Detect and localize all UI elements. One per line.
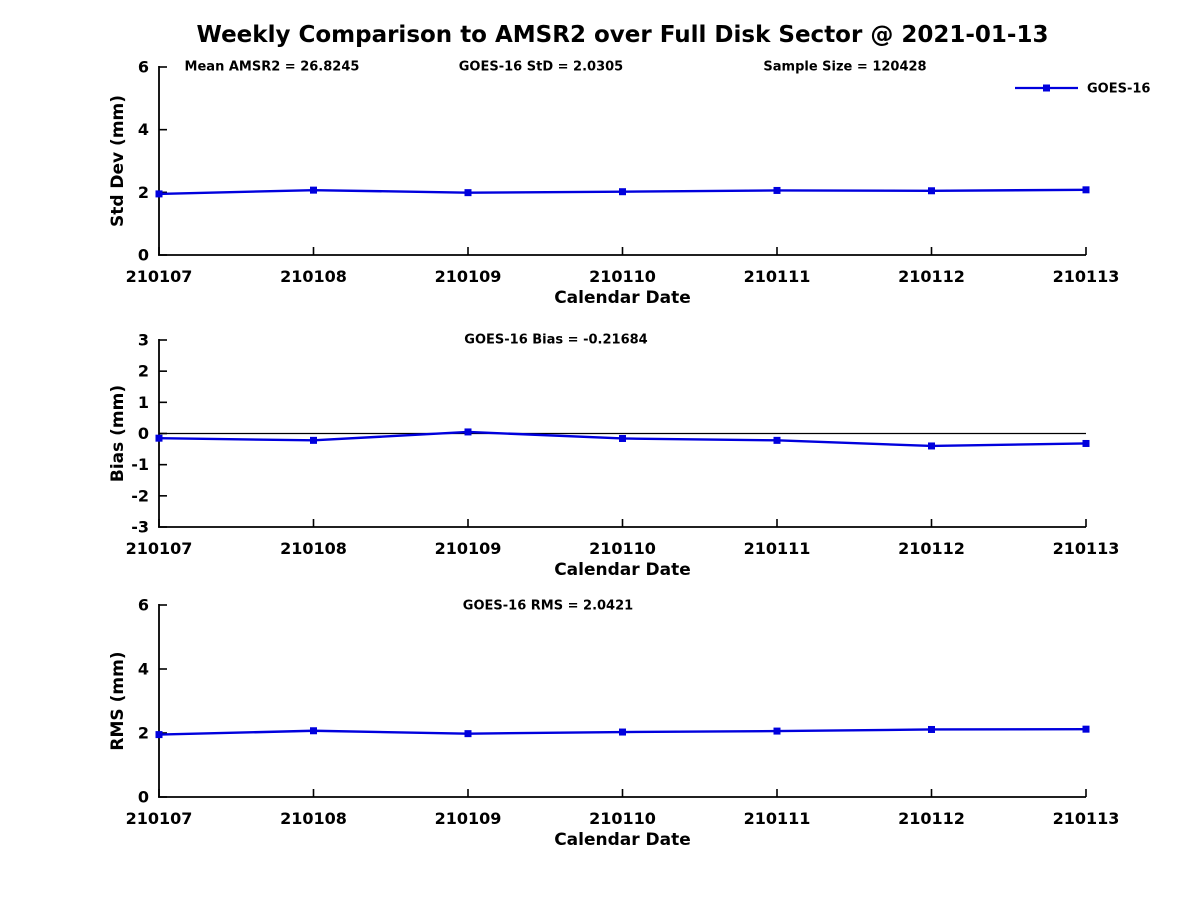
y-axis-title: Bias (mm) [108,385,128,482]
y-axis-title: Std Dev (mm) [108,95,128,227]
x-tick-label: 210112 [898,809,965,828]
data-point-marker [310,436,317,444]
stat-annotation: Sample Size = 120428 [763,60,926,75]
y-tick-label: 3 [138,331,149,350]
subplot-std-dev: 0 2 4 6 210107 210108 210109 210110 210111 210112… [108,58,1119,309]
stat-annotation: GOES-16 StD = 2.0305 [459,60,623,75]
y-tick-label: 4 [138,660,149,679]
data-point-marker [928,725,935,733]
y-tick-label: 2 [138,724,149,743]
x-tick-label: 210110 [589,809,656,828]
x-tick-label: 210109 [435,539,502,558]
data-point-marker [773,436,781,444]
x-tick-label: 210107 [126,809,193,828]
x-tick-label: 210108 [280,267,347,286]
y-tick-label: 2 [138,362,149,381]
y-tick-label: 0 [138,788,149,807]
y-tick-label: 4 [138,120,149,139]
x-tick-label: 210112 [898,539,965,558]
x-axis-title: Calendar Date [554,830,691,850]
data-point-marker [155,434,163,442]
x-tick-label: 210113 [1053,809,1120,828]
chart-title: Weekly Comparison to AMSR2 over Full Dis… [196,22,1049,48]
data-point-marker [310,186,317,194]
data-point-marker [619,188,626,196]
subplot-rms: 0 2 4 6 210107 210108 210109 210110 210111 210112… [108,596,1119,851]
data-point-marker [1082,439,1090,447]
data-point-marker [155,731,163,739]
x-tick-label: 210112 [898,267,965,286]
legend: GOES-16 [1015,82,1150,97]
data-point-marker [928,442,935,450]
x-tick-label: 210107 [126,539,193,558]
y-tick-label: -3 [131,518,149,537]
x-tick-label: 210108 [280,809,347,828]
legend-marker [1043,84,1050,92]
x-tick-label: 210109 [435,809,502,828]
data-point-marker [1082,725,1090,733]
x-axis-title: Calendar Date [554,560,691,580]
x-axis-title: Calendar Date [554,288,691,308]
data-point-marker [619,434,626,442]
stat-annotation: GOES-16 Bias = -0.21684 [464,333,647,348]
subplot-bias: -3 -2 -1 0 1 2 3 210107 210108 210109 210110 210111… [108,331,1119,581]
y-tick-label: -1 [131,455,149,474]
x-tick-label: 210113 [1053,539,1120,558]
x-tick-label: 210108 [280,539,347,558]
data-point-marker [1082,186,1090,194]
x-tick-label: 210110 [589,267,656,286]
legend-label: GOES-16 [1087,82,1150,97]
data-point-marker [464,428,472,436]
y-tick-label: 6 [138,596,149,615]
x-tick-label: 210111 [744,267,811,286]
data-point-marker [773,186,781,194]
data-point-marker [773,727,781,735]
stat-annotation: GOES-16 RMS = 2.0421 [463,599,633,614]
y-tick-label: 6 [138,58,149,77]
stat-annotation: Mean AMSR2 = 26.8245 [185,60,360,75]
x-tick-label: 210109 [435,267,502,286]
data-point-marker [310,727,317,735]
y-axis-title: RMS (mm) [108,651,128,750]
x-tick-label: 210107 [126,267,193,286]
data-point-marker [619,728,626,736]
y-tick-label: 1 [138,393,149,412]
data-point-marker [928,187,935,195]
y-tick-label: 0 [138,246,149,265]
data-point-marker [464,730,472,738]
data-point-marker [464,189,472,197]
x-tick-label: 210110 [589,539,656,558]
y-tick-label: 2 [138,183,149,202]
x-tick-label: 210111 [744,809,811,828]
y-tick-label: -2 [131,486,149,505]
x-tick-label: 210113 [1053,267,1120,286]
y-tick-label: 0 [138,424,149,443]
x-tick-label: 210111 [744,539,811,558]
data-point-marker [155,190,163,198]
